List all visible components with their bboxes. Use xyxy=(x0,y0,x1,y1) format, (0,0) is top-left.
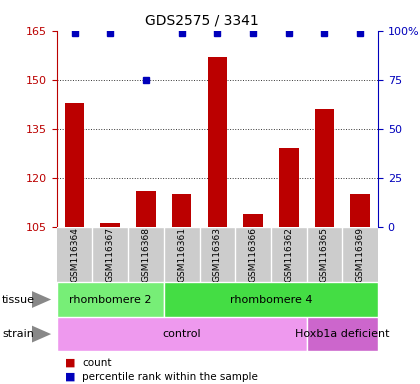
Text: tissue: tissue xyxy=(2,295,35,305)
Bar xyxy=(315,109,334,227)
Text: GSM116365: GSM116365 xyxy=(320,227,329,282)
Text: ■: ■ xyxy=(65,372,76,382)
Text: GSM116361: GSM116361 xyxy=(177,227,186,282)
Bar xyxy=(136,191,156,227)
Polygon shape xyxy=(32,326,51,343)
Text: GSM116368: GSM116368 xyxy=(142,227,150,282)
Bar xyxy=(65,103,84,227)
Bar xyxy=(57,282,164,317)
Text: rhombomere 4: rhombomere 4 xyxy=(230,295,312,305)
Text: GSM116369: GSM116369 xyxy=(356,227,365,282)
Text: rhombomere 2: rhombomere 2 xyxy=(69,295,152,305)
Text: ■: ■ xyxy=(65,358,76,368)
Text: GSM116363: GSM116363 xyxy=(213,227,222,282)
Bar xyxy=(57,317,307,351)
Bar xyxy=(243,214,263,227)
Bar xyxy=(207,57,227,227)
Polygon shape xyxy=(32,291,51,308)
Bar xyxy=(307,317,378,351)
Text: GSM116367: GSM116367 xyxy=(106,227,115,282)
Text: count: count xyxy=(82,358,111,368)
Text: strain: strain xyxy=(2,329,34,339)
Text: percentile rank within the sample: percentile rank within the sample xyxy=(82,372,258,382)
Bar xyxy=(164,282,378,317)
Text: GSM116366: GSM116366 xyxy=(249,227,257,282)
Text: GSM116362: GSM116362 xyxy=(284,227,293,282)
Text: GSM116364: GSM116364 xyxy=(70,227,79,282)
Bar xyxy=(350,194,370,227)
Text: control: control xyxy=(163,329,201,339)
Bar xyxy=(279,148,299,227)
Text: GDS2575 / 3341: GDS2575 / 3341 xyxy=(145,13,258,27)
Bar xyxy=(100,223,120,227)
Text: Hoxb1a deficient: Hoxb1a deficient xyxy=(295,329,390,339)
Bar xyxy=(172,194,192,227)
